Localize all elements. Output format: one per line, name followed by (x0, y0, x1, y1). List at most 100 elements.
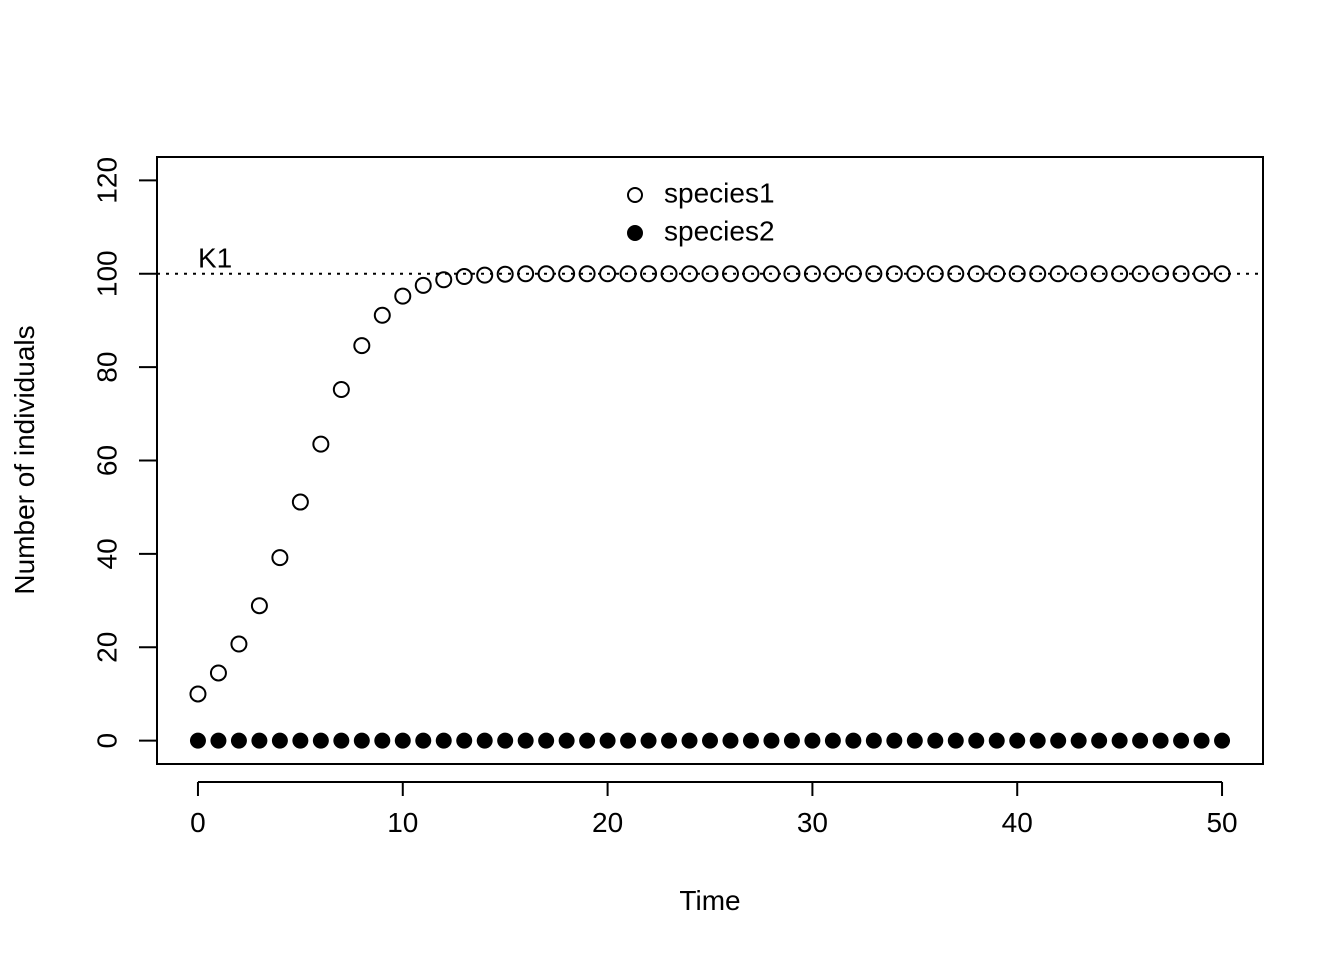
point-species2 (1111, 732, 1128, 749)
x-tick-label: 40 (1002, 807, 1033, 838)
point-species2 (394, 732, 411, 749)
point-species2 (947, 732, 964, 749)
x-tick-label: 20 (592, 807, 623, 838)
point-species1 (1193, 265, 1211, 283)
point-species1 (496, 265, 514, 283)
point-species1 (701, 265, 719, 283)
point-species2 (865, 732, 882, 749)
point-species1 (209, 664, 227, 682)
point-species2 (1029, 732, 1046, 749)
point-species1 (1172, 265, 1190, 283)
point-species1 (1008, 265, 1026, 283)
point-species1 (660, 265, 678, 283)
x-tick-label: 50 (1206, 807, 1237, 838)
point-species2 (374, 732, 391, 749)
point-species2 (702, 732, 718, 749)
point-species1 (435, 271, 453, 289)
point-species2 (497, 732, 514, 749)
point-species1 (681, 265, 699, 283)
point-species1 (291, 493, 309, 511)
point-species1 (394, 287, 412, 305)
point-species2 (804, 732, 821, 749)
point-species1 (558, 265, 576, 283)
point-species1 (312, 435, 330, 453)
y-tick-label: 120 (91, 157, 122, 204)
y-tick-label: 20 (91, 632, 122, 663)
point-species1 (926, 265, 944, 283)
series-layer (189, 265, 1231, 749)
point-species1 (1111, 265, 1129, 283)
point-species2 (1091, 732, 1108, 749)
point-species1 (189, 685, 207, 703)
point-species1 (988, 265, 1006, 283)
point-species2 (1050, 732, 1067, 749)
point-species1 (1070, 265, 1088, 283)
point-species2 (722, 732, 739, 749)
point-species2 (681, 732, 698, 749)
point-species2 (189, 732, 206, 749)
point-species1 (824, 265, 842, 283)
point-species2 (640, 732, 657, 749)
point-species1 (373, 306, 391, 324)
series-species2 (189, 732, 1231, 749)
plot-frame (156, 156, 1264, 765)
series-species1 (189, 265, 1231, 703)
point-species2 (312, 732, 329, 749)
point-species1 (1213, 265, 1231, 283)
point-species1 (619, 265, 637, 283)
y-axis-title: Number of individuals (9, 325, 40, 594)
point-species2 (333, 732, 350, 749)
legend: species1 species2 (627, 177, 775, 246)
y-tick-label: 60 (91, 445, 122, 476)
point-species2 (845, 732, 862, 749)
plot-area (156, 156, 1264, 765)
point-species2 (599, 732, 616, 749)
point-species1 (1049, 265, 1067, 283)
legend-marker-species1 (627, 187, 643, 203)
point-species1 (967, 265, 985, 283)
point-species1 (803, 265, 821, 283)
point-species2 (271, 732, 288, 749)
point-species2 (620, 732, 637, 749)
point-species1 (517, 265, 535, 283)
point-species2 (517, 732, 534, 749)
point-species2 (783, 732, 800, 749)
point-species1 (599, 265, 617, 283)
point-species1 (250, 597, 268, 615)
point-species1 (865, 265, 883, 283)
point-species2 (1132, 732, 1149, 749)
point-species1 (332, 381, 350, 399)
legend-label-species1: species1 (664, 177, 775, 208)
point-species2 (476, 732, 493, 749)
point-species1 (455, 268, 473, 286)
point-species2 (251, 732, 268, 749)
point-species2 (1152, 732, 1169, 749)
point-species2 (927, 732, 944, 749)
point-species2 (1009, 732, 1026, 749)
point-species2 (415, 732, 432, 749)
point-species2 (538, 732, 555, 749)
point-species2 (435, 732, 452, 749)
point-species2 (1070, 732, 1087, 749)
point-species2 (210, 732, 227, 749)
y-tick-label: 80 (91, 352, 122, 383)
point-species2 (824, 732, 841, 749)
point-species1 (476, 266, 494, 284)
y-tick-label: 40 (91, 538, 122, 569)
point-species2 (353, 732, 370, 749)
point-species2 (579, 732, 596, 749)
point-species2 (968, 732, 985, 749)
point-species2 (661, 732, 678, 749)
x-axis: 0 10 20 30 40 50 (190, 781, 1238, 838)
point-species2 (742, 732, 759, 749)
point-species1 (906, 265, 924, 283)
point-species2 (886, 732, 903, 749)
point-species2 (558, 732, 575, 749)
point-species1 (742, 265, 760, 283)
point-species1 (353, 337, 371, 355)
legend-marker-species2 (627, 225, 643, 241)
point-species2 (1193, 732, 1210, 749)
point-species2 (292, 732, 309, 749)
x-axis-title: Time (679, 885, 740, 916)
